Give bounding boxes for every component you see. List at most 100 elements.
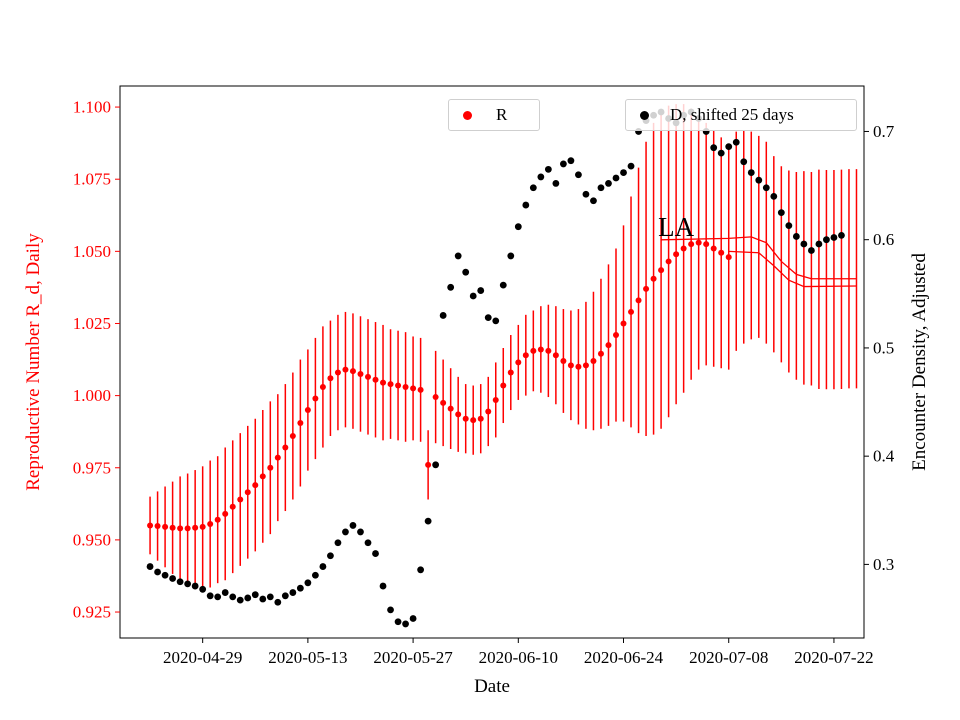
d-point: [567, 157, 575, 165]
d-point: [334, 539, 342, 547]
r-point: [169, 524, 176, 531]
r-point: [192, 524, 199, 531]
r-point: [567, 362, 574, 369]
r-point: [545, 347, 552, 354]
d-point: [221, 589, 229, 596]
r-point: [342, 366, 349, 373]
r-point: [289, 433, 296, 440]
d-point: [725, 143, 733, 151]
r-point: [229, 503, 236, 510]
d-point: [507, 252, 515, 260]
x-tick-label: 2020-06-10: [479, 648, 558, 667]
r-point: [372, 376, 379, 383]
r-point: [387, 381, 394, 388]
d-point: [447, 283, 455, 291]
d-point: [770, 193, 778, 200]
d-point: [296, 584, 304, 592]
r-point: [628, 308, 635, 315]
r-point: [710, 245, 717, 252]
r-series: [147, 239, 732, 532]
r-point: [162, 523, 169, 530]
x-tick-label: 2020-05-27: [373, 648, 453, 667]
d-point: [357, 528, 364, 536]
r-point: [297, 420, 304, 427]
d-point: [777, 209, 785, 217]
r-point: [184, 525, 191, 532]
y-right-tick-label: 0.7: [873, 122, 895, 141]
r-point: [477, 415, 484, 422]
d-point: [514, 223, 522, 231]
r-point: [522, 352, 529, 359]
r-point: [395, 382, 402, 389]
d-point: [417, 566, 425, 574]
annotation-la: LA: [658, 212, 694, 242]
legend-d-marker-icon: [640, 110, 649, 120]
d-point: [823, 236, 830, 244]
d-point: [492, 317, 500, 325]
d-point: [327, 552, 334, 560]
r-point: [380, 379, 387, 386]
plot-border: [119, 85, 865, 639]
d-point: [236, 596, 244, 604]
r-point: [177, 525, 184, 532]
d-point: [582, 190, 590, 198]
d-point: [499, 281, 507, 289]
d-point: [387, 606, 394, 614]
legend-r-marker-icon: [463, 110, 472, 120]
d-point: [732, 138, 740, 146]
r-point: [725, 254, 732, 261]
r-point: [447, 405, 454, 412]
d-point: [544, 165, 552, 173]
r-point: [365, 373, 371, 380]
d-point: [792, 233, 800, 240]
r-point: [470, 417, 477, 424]
r-point: [530, 347, 537, 354]
r-point: [237, 496, 244, 503]
d-point: [838, 231, 845, 239]
r-point: [605, 342, 612, 349]
y-left-tick-label: 1.075: [73, 170, 111, 189]
d-point: [244, 594, 252, 602]
d-point: [755, 176, 763, 184]
y-left-tick-label: 0.975: [73, 458, 111, 477]
d-point: [800, 240, 808, 248]
d-point: [807, 247, 815, 254]
d-point: [537, 173, 545, 181]
r-point: [650, 275, 657, 282]
r-point: [267, 464, 274, 471]
r-point: [575, 363, 582, 370]
r-point: [560, 357, 567, 364]
d-point: [176, 578, 184, 586]
d-point: [372, 550, 379, 557]
d-point: [364, 539, 372, 547]
d-point: [522, 201, 530, 209]
r-point: [214, 516, 221, 523]
r-point: [349, 368, 356, 375]
d-point: [394, 618, 402, 626]
d-point: [605, 180, 612, 187]
r-point: [492, 396, 499, 403]
r-point: [620, 320, 627, 327]
y-right-tick-label: 0.4: [873, 447, 895, 466]
error-bars: [149, 104, 858, 588]
r-point: [327, 375, 334, 382]
d-point: [304, 579, 312, 587]
x-tick-label: 2020-07-08: [689, 648, 768, 667]
legend-d: D, shifted 25 days: [625, 99, 857, 131]
d-point: [785, 222, 793, 230]
d-point: [379, 582, 387, 590]
r-point: [703, 241, 710, 248]
r-point: [695, 239, 702, 246]
r-point: [500, 382, 507, 389]
r-point: [282, 444, 289, 451]
d-point: [342, 528, 349, 536]
y-right-tick-label: 0.3: [873, 555, 894, 574]
d-point: [439, 312, 447, 319]
d-point: [229, 593, 237, 601]
d-point: [319, 563, 327, 570]
d-point: [146, 563, 154, 570]
d-point: [281, 592, 289, 600]
r-point: [259, 473, 266, 480]
d-point: [529, 184, 537, 192]
r-point: [515, 359, 522, 366]
